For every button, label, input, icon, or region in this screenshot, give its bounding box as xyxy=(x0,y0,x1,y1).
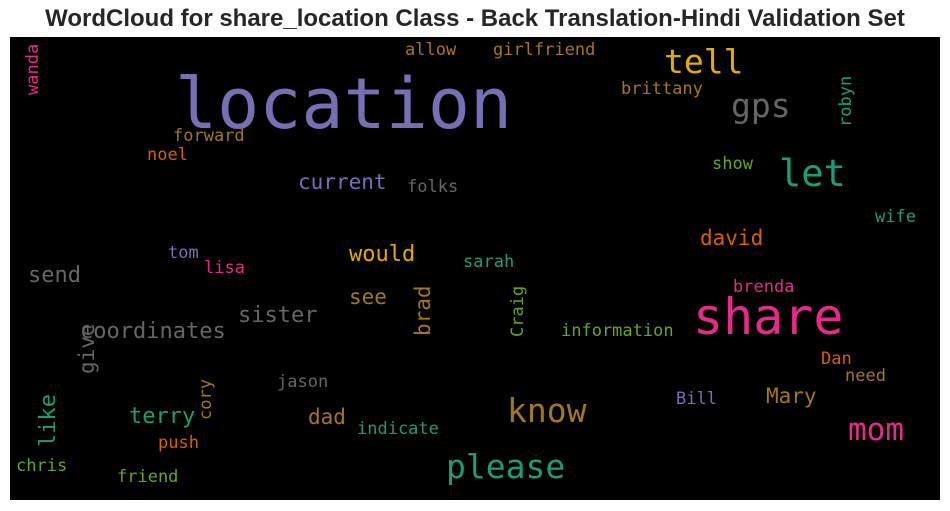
word-give: give xyxy=(75,323,99,374)
word-craig: Craig xyxy=(508,285,528,337)
chart-title: WordCloud for share_location Class - Bac… xyxy=(45,5,905,32)
word-robyn: robyn xyxy=(836,75,856,127)
word-dad: dad xyxy=(308,405,346,429)
word-brenda: brenda xyxy=(733,277,795,297)
word-push: push xyxy=(158,433,199,453)
word-cloud: location share tell gps let please know … xyxy=(10,37,940,500)
word-location: location xyxy=(175,63,513,145)
word-send: send xyxy=(28,263,81,288)
word-dan: Dan xyxy=(821,349,852,369)
word-wanda: wanda xyxy=(23,43,43,95)
word-friend: friend xyxy=(117,467,179,487)
word-girlfriend: girlfriend xyxy=(493,40,596,60)
word-coordinates: coordinates xyxy=(80,319,226,344)
word-gps: gps xyxy=(731,86,791,125)
word-jason: jason xyxy=(277,372,329,392)
word-please: please xyxy=(446,447,566,486)
word-terry: terry xyxy=(129,404,196,429)
word-see: see xyxy=(349,285,387,309)
word-forward: forward xyxy=(173,126,245,146)
word-tell: tell xyxy=(664,42,744,81)
word-folks: folks xyxy=(407,177,459,197)
word-lisa: lisa xyxy=(204,258,245,278)
word-information: information xyxy=(561,321,674,341)
word-wife: wife xyxy=(875,207,916,227)
word-brad: brad xyxy=(411,285,435,336)
word-need: need xyxy=(845,366,886,386)
word-david: david xyxy=(700,226,764,250)
word-sister: sister xyxy=(238,303,318,328)
word-current: current xyxy=(298,170,387,194)
word-allow: allow xyxy=(405,40,457,60)
word-cory: cory xyxy=(196,379,216,420)
word-indicate: indicate xyxy=(357,419,439,439)
word-sarah: sarah xyxy=(463,252,515,272)
word-share: share xyxy=(693,288,844,346)
word-mary: Mary xyxy=(766,384,817,408)
word-tom: tom xyxy=(168,243,199,263)
word-like: like xyxy=(36,394,61,447)
word-brittany: brittany xyxy=(621,79,703,99)
word-know: know xyxy=(507,391,587,430)
word-noel: noel xyxy=(147,145,188,165)
word-would: would xyxy=(349,242,416,267)
word-bill: Bill xyxy=(676,389,717,409)
word-chris: chris xyxy=(16,456,68,476)
word-show: show xyxy=(712,154,753,174)
word-mom: mom xyxy=(848,412,904,448)
word-let: let xyxy=(779,152,846,195)
